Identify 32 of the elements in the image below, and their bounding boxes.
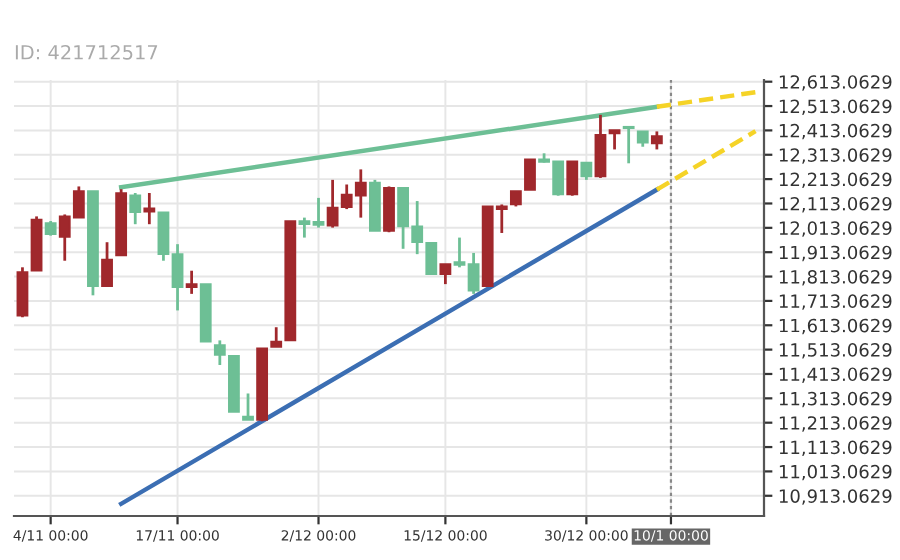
candlestick xyxy=(143,191,156,226)
y-tick-label: 10,913.0629 xyxy=(779,489,892,505)
y-tick-label: 12,513.0629 xyxy=(779,99,892,116)
y-tick-label: 11,213.0629 xyxy=(779,416,892,432)
y-tick-label: 11,513.0629 xyxy=(779,343,892,359)
y-tick-label: 12,313.0629 xyxy=(779,148,892,164)
y-tick-label: 12,213.0629 xyxy=(779,172,892,189)
candlestick xyxy=(242,392,254,422)
y-tick-label: 11,813.0629 xyxy=(779,270,892,286)
candlestick xyxy=(439,262,452,286)
y-tick-label: 11,713.0629 xyxy=(779,294,892,310)
y-tick-label: 11,013.0629 xyxy=(779,464,892,481)
candlestick xyxy=(129,191,142,226)
y-tick-label: 12,413.0629 xyxy=(779,123,892,140)
y-tick-label: 12,113.0629 xyxy=(779,196,892,213)
y-tick-label: 11,313.0629 xyxy=(779,391,892,408)
candlestick xyxy=(185,269,198,296)
candlestick xyxy=(101,240,113,288)
candlestick xyxy=(622,125,635,165)
y-tick-label: 12,613.0629 xyxy=(779,75,892,91)
candlestick xyxy=(270,325,283,349)
candlestick xyxy=(594,113,607,180)
y-tick-label: 11,913.0629 xyxy=(779,245,892,262)
candlestick xyxy=(650,130,663,151)
y-tick-label: 11,413.0629 xyxy=(779,367,892,383)
y-tick-label: 12,013.0629 xyxy=(779,221,892,237)
candlestick xyxy=(566,159,579,198)
y-tick-label: 11,113.0629 xyxy=(779,440,892,457)
candlestick xyxy=(608,128,621,151)
text: ID: 421712517 xyxy=(15,44,158,60)
y-tick-label: 11,613.0629 xyxy=(779,318,892,335)
candlestick xyxy=(383,185,395,234)
